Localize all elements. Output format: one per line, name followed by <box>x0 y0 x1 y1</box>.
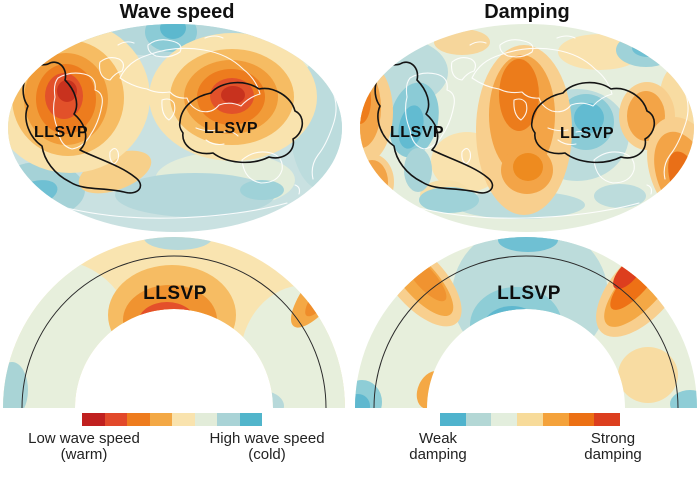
llsvp-label-wavespeed-africa: LLSVP <box>33 124 89 141</box>
panel-title-wave-speed: Wave speed <box>119 1 235 23</box>
damping-cross-section <box>355 237 697 408</box>
depth-contour-arc <box>373 255 679 408</box>
llsvp-label-damping-pacific: LLSVP <box>559 125 615 142</box>
colorbar-segment <box>568 413 595 426</box>
wave-speed-map <box>8 24 342 232</box>
colorbar-segment <box>542 413 569 426</box>
colorbar-segment <box>104 413 127 426</box>
panel-title-damping: Damping <box>484 1 570 23</box>
wave-speed-cross-section <box>3 237 345 408</box>
colorbar-segment <box>217 413 240 426</box>
colorbar-segment <box>594 413 621 426</box>
legend-weak-damping: Weak damping <box>409 430 467 463</box>
llsvp-label-wavespeed-section: LLSVP <box>143 283 207 304</box>
llsvp-label-damping-africa: LLSVP <box>389 124 445 141</box>
colorbar-segment <box>194 413 217 426</box>
depth-contour-arc <box>21 255 327 408</box>
colorbar-segment <box>517 413 543 426</box>
colorbar-segment <box>172 413 195 426</box>
llsvp-label-damping-section: LLSVP <box>497 283 561 304</box>
wave-speed-colorbar <box>82 413 262 426</box>
colorbar-segment <box>149 413 172 426</box>
colorbar-segment <box>127 413 150 426</box>
llsvp-label-wavespeed-pacific: LLSVP <box>203 120 259 137</box>
damping-map <box>360 24 694 232</box>
legend-high-wave-speed: High wave speed (cold) <box>209 430 325 463</box>
colorbar-segment <box>82 413 105 426</box>
legend-strong-damping: Strong damping <box>584 430 642 463</box>
colorbar-segment <box>465 413 492 426</box>
damping-colorbar <box>440 413 621 426</box>
colorbar-segment <box>491 413 518 426</box>
colorbar-segment <box>440 413 466 426</box>
colorbar-segment <box>239 413 262 426</box>
legend-low-wave-speed: Low wave speed (warm) <box>28 430 140 463</box>
